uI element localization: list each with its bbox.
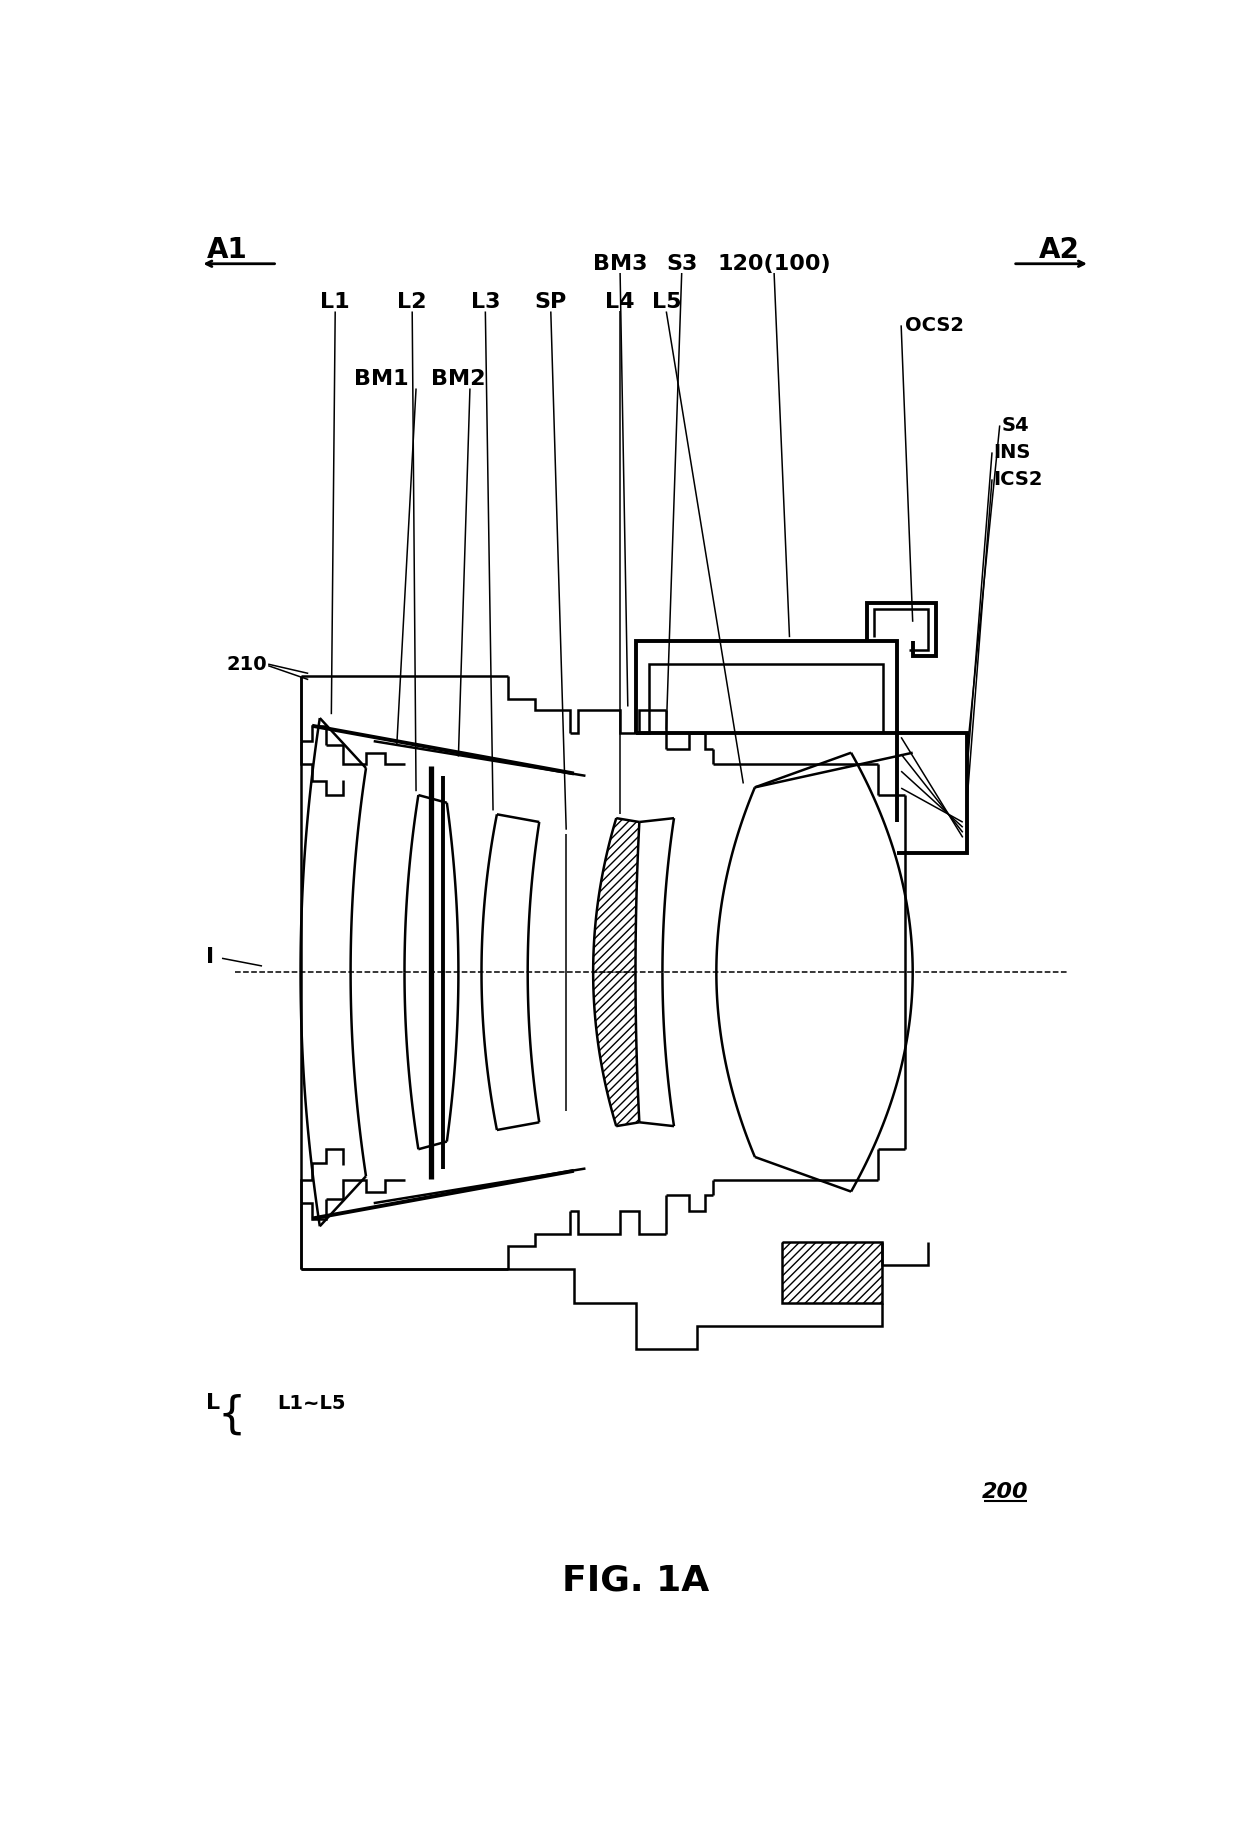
Polygon shape bbox=[593, 817, 640, 972]
Text: FIG. 1A: FIG. 1A bbox=[562, 1563, 709, 1598]
Text: {: { bbox=[217, 1393, 246, 1437]
Text: L4: L4 bbox=[605, 292, 635, 312]
Text: S4: S4 bbox=[1001, 415, 1029, 435]
Text: 210: 210 bbox=[227, 655, 267, 673]
Text: L5: L5 bbox=[651, 292, 681, 312]
Text: L1: L1 bbox=[320, 292, 350, 312]
Text: ICS2: ICS2 bbox=[993, 470, 1043, 489]
Polygon shape bbox=[781, 1242, 882, 1303]
Text: L1~L5: L1~L5 bbox=[278, 1393, 346, 1413]
Text: 200: 200 bbox=[982, 1482, 1028, 1502]
Text: I: I bbox=[206, 946, 215, 967]
Text: BM1: BM1 bbox=[355, 369, 409, 389]
Text: INS: INS bbox=[993, 443, 1030, 461]
Text: SP: SP bbox=[534, 292, 567, 312]
Text: BM2: BM2 bbox=[432, 369, 486, 389]
Text: BM3: BM3 bbox=[593, 255, 647, 273]
Text: OCS2: OCS2 bbox=[905, 315, 963, 334]
Text: L2: L2 bbox=[398, 292, 427, 312]
Text: L3: L3 bbox=[471, 292, 500, 312]
Text: L: L bbox=[207, 1393, 221, 1413]
Text: 120(100): 120(100) bbox=[717, 255, 831, 273]
Text: S3: S3 bbox=[666, 255, 697, 273]
Polygon shape bbox=[593, 972, 640, 1125]
Text: A2: A2 bbox=[1039, 236, 1080, 264]
Text: A1: A1 bbox=[207, 236, 248, 264]
